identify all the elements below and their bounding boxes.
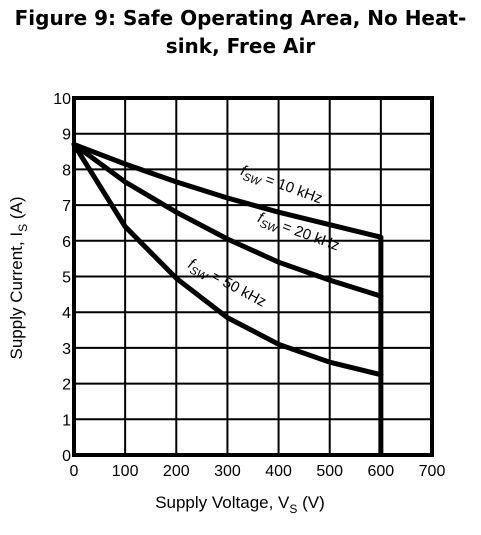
x-axis-label: Supply Voltage, VS (V) (155, 493, 325, 516)
series-line-2 (71, 141, 384, 299)
series-line-1 (71, 141, 384, 240)
plot-frame (72, 96, 434, 457)
plot-frame-group (72, 96, 434, 457)
y-tick-label-10: 10 (53, 91, 71, 108)
y-tick-label-7: 7 (62, 198, 71, 215)
chart-title-line2: sink, Free Air (165, 34, 316, 58)
x-tick-label-300: 300 (214, 463, 241, 480)
y-tick-label-6: 6 (62, 234, 71, 251)
y-tick-label-0: 0 (62, 448, 71, 465)
chart-title-line1: Figure 9: Safe Operating Area, No Heat- (14, 6, 467, 30)
x-tick-label-700: 700 (419, 463, 446, 480)
series-group (71, 141, 384, 378)
y-axis-label: Supply Current, IS (A) (7, 197, 30, 360)
x-tick-label-100: 100 (112, 463, 139, 480)
y-tick-label-3: 3 (62, 341, 71, 358)
y-tick-label-8: 8 (62, 162, 71, 179)
x-tick-label-600: 600 (368, 463, 395, 480)
x-tick-label-0: 0 (70, 463, 79, 480)
y-tick-label-4: 4 (62, 305, 71, 322)
y-tick-label-1: 1 (62, 412, 71, 429)
y-tick-label-5: 5 (62, 270, 71, 287)
tick-labels: 0 100 200 300 400 500 600 700 0 1 2 3 4 5 6 7 8 9 10 (53, 91, 445, 480)
series-line-3 (71, 141, 384, 378)
x-tick-label-500: 500 (316, 463, 343, 480)
grid-lines (74, 98, 432, 455)
x-tick-label-200: 200 (163, 463, 190, 480)
x-tick-label-400: 400 (265, 463, 292, 480)
series-label-3: fSW = 50 kHz (184, 255, 269, 313)
y-tick-label-9: 9 (62, 127, 71, 144)
chart-title: Figure 9: Safe Operating Area, No Heat- … (0, 4, 481, 60)
y-tick-label-2: 2 (62, 377, 71, 394)
